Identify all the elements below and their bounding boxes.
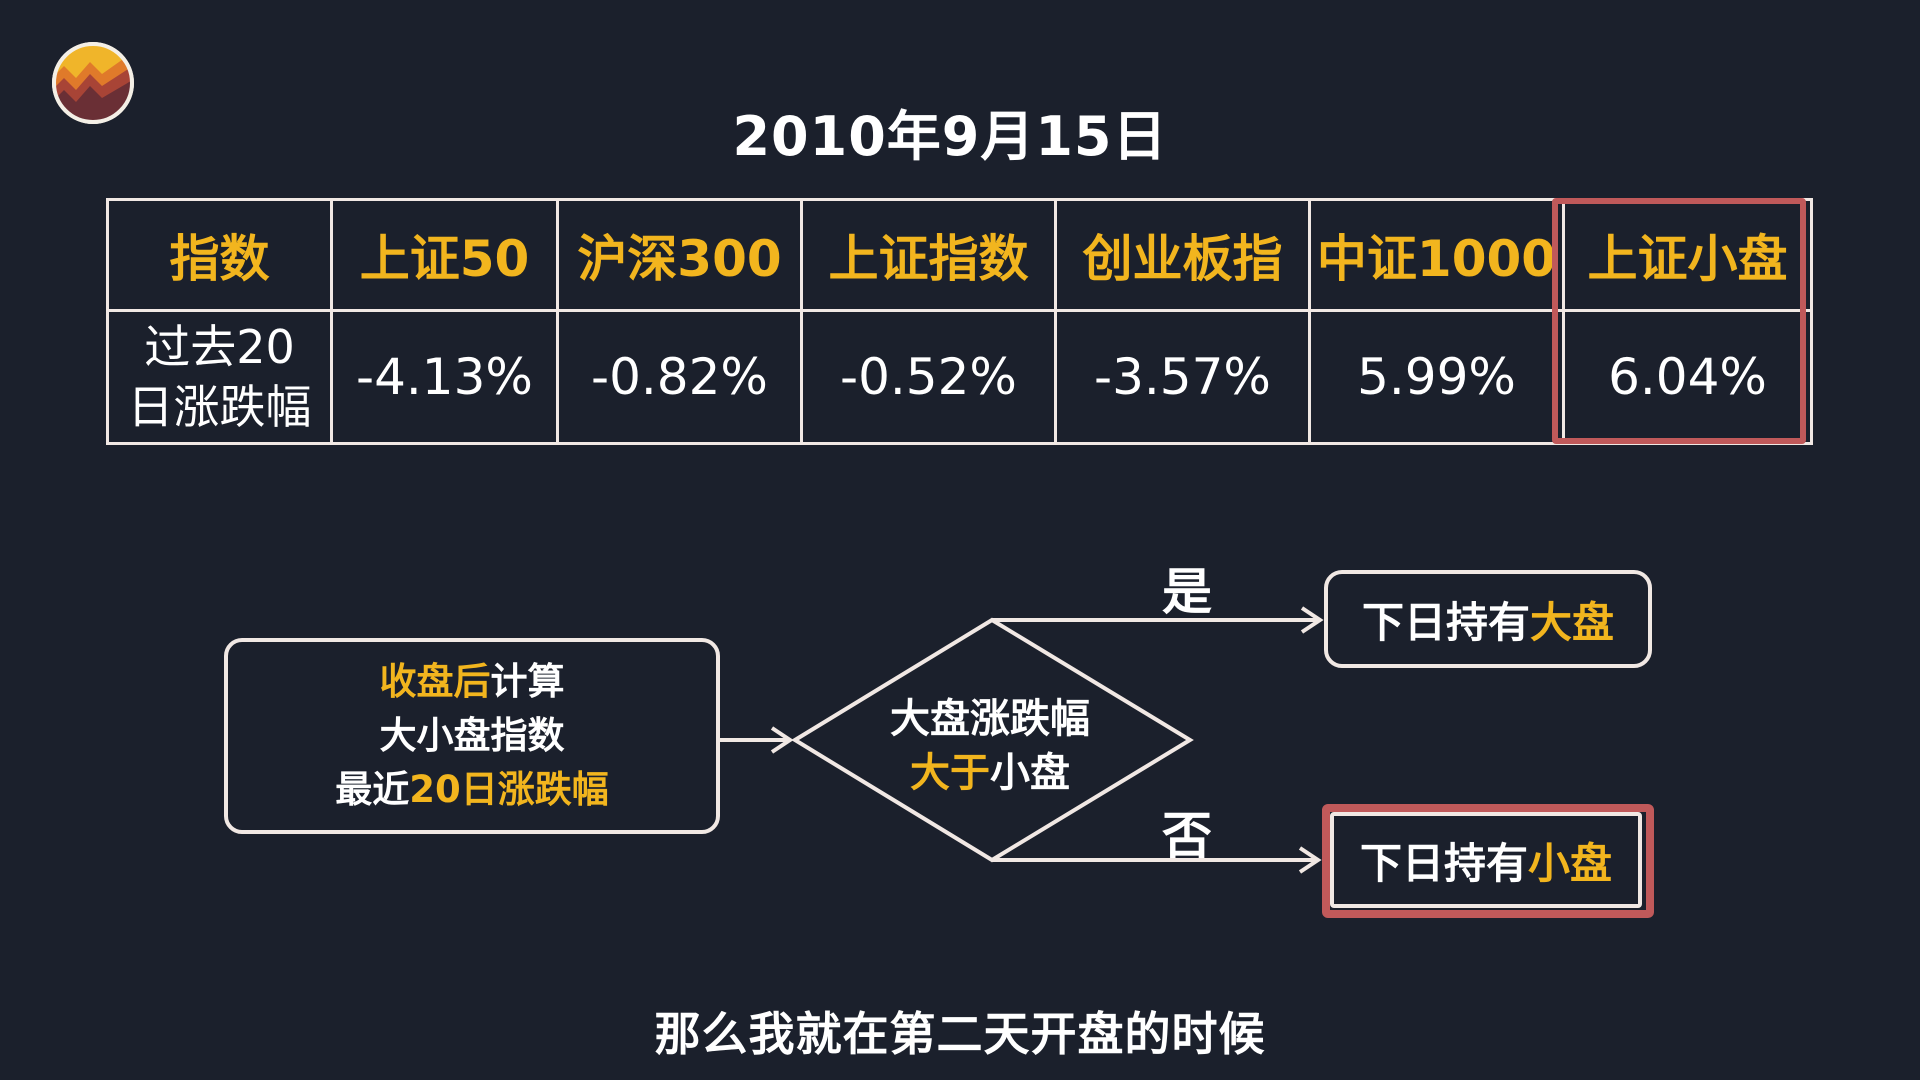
outcome-large-highlight: 大盘	[1530, 597, 1615, 647]
value-cell-csi1000: 5.99%	[1308, 309, 1565, 445]
outcome-highlight-frame	[1322, 804, 1654, 918]
page-title: 2010年9月15日	[732, 105, 1168, 168]
outcome-small-highlight: 小盘	[1528, 838, 1613, 888]
value-cell-sse-composite: -0.52%	[800, 309, 1057, 445]
start-line3-a: 最近	[335, 768, 410, 811]
no-label: 否	[1162, 807, 1212, 865]
value-cell-csi300: -0.82%	[556, 309, 803, 445]
header-cell-chinext: 创业板指	[1054, 198, 1311, 312]
yes-label: 是	[1162, 563, 1212, 621]
header-cell-index: 指数	[106, 198, 333, 312]
outcome-small-cap-box: 下日持有 小盘	[1330, 812, 1642, 908]
start-line3-b: 20日涨跌幅	[409, 768, 609, 811]
row-label-line2: 日涨跌幅	[127, 380, 312, 434]
decision-line2-a: 大于	[910, 750, 990, 796]
outcome-large-prefix: 下日持有	[1361, 597, 1530, 647]
start-process-box: 收盘后计算 大小盘指数 最近20日涨跌幅	[224, 638, 720, 834]
table-header-row: 指数 上证50 沪深300 上证指数 创业板指 中证1000 上证小盘	[106, 198, 1813, 312]
decision-line1: 大盘涨跌幅	[890, 696, 1090, 742]
outcome-small-prefix: 下日持有	[1359, 838, 1528, 888]
subtitle-caption: 那么我就在第二天开盘的时候	[654, 1007, 1266, 1061]
start-line1-a: 收盘后	[379, 660, 491, 703]
header-cell-csi1000: 中证1000	[1308, 198, 1565, 312]
index-performance-table: 指数 上证50 沪深300 上证指数 创业板指 中证1000 上证小盘 过去20…	[106, 198, 1813, 445]
row-label: 过去20 日涨跌幅	[106, 309, 333, 445]
decision-text: 大盘涨跌幅 大于小盘	[840, 692, 1140, 800]
outcome-large-cap-box: 下日持有 大盘	[1324, 570, 1652, 668]
value-cell-sse50: -4.13%	[330, 309, 559, 445]
row-label-line1: 过去20	[144, 320, 295, 374]
decision-line2-b: 小盘	[990, 750, 1070, 796]
start-line1-b: 计算	[490, 660, 565, 703]
table-row: 过去20 日涨跌幅 -4.13% -0.82% -0.52% -3.57% 5.…	[106, 309, 1813, 445]
header-cell-csi300: 沪深300	[556, 198, 803, 312]
highlight-column-frame	[1552, 198, 1806, 444]
decision-diamond	[791, 617, 1194, 863]
header-cell-sse-composite: 上证指数	[800, 198, 1057, 312]
chart-badge-logo-icon	[52, 42, 134, 124]
start-line2: 大小盘指数	[379, 714, 565, 757]
value-cell-chinext: -3.57%	[1054, 309, 1311, 445]
header-cell-sse-smallcap: 上证小盘	[1562, 198, 1813, 312]
header-cell-sse50: 上证50	[330, 198, 559, 312]
